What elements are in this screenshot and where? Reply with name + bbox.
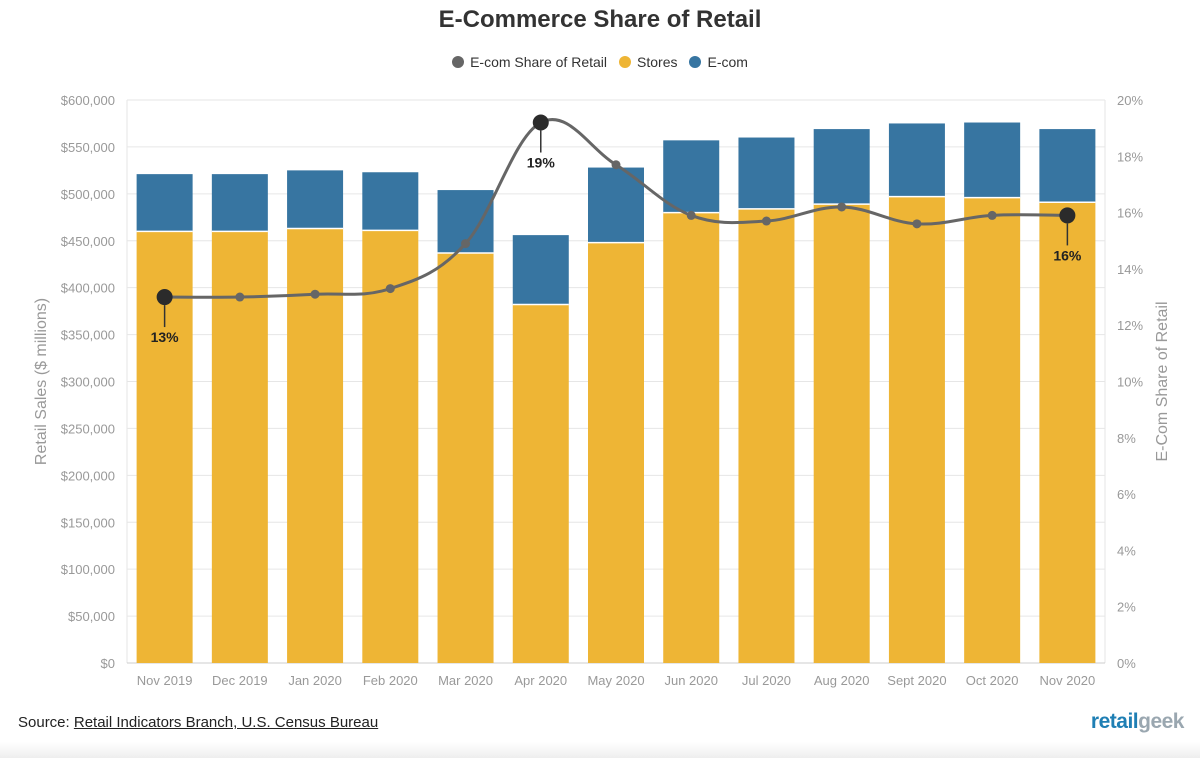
share-data-label: 16% bbox=[1053, 247, 1082, 263]
bar-stores bbox=[211, 231, 268, 663]
legend-label-ecom: E-com bbox=[707, 54, 748, 70]
share-marker bbox=[837, 202, 847, 212]
share-marker bbox=[987, 210, 997, 220]
share-marker bbox=[611, 160, 621, 170]
y-tick-label: $600,000 bbox=[61, 93, 115, 108]
y2-axis-title: E-Com Share of Retail bbox=[1154, 301, 1171, 461]
share-marker-highlight bbox=[1059, 207, 1076, 224]
legend-swatch-ecom bbox=[689, 56, 702, 68]
x-tick-label: Jun 2020 bbox=[664, 673, 718, 688]
share-marker-highlight bbox=[532, 114, 549, 131]
bar-ecom bbox=[211, 174, 268, 232]
y-tick-label: $50,000 bbox=[68, 609, 115, 624]
x-tick-label: Aug 2020 bbox=[814, 673, 870, 688]
share-marker bbox=[761, 216, 771, 226]
y-tick-label: $100,000 bbox=[61, 562, 115, 577]
y-tick-label: $200,000 bbox=[61, 468, 115, 483]
x-tick-label: Sept 2020 bbox=[887, 673, 946, 688]
x-tick-label: Nov 2020 bbox=[1040, 673, 1096, 688]
x-tick-label: Nov 2019 bbox=[137, 673, 193, 688]
bar-stores bbox=[1039, 202, 1096, 664]
y2-tick-label: 16% bbox=[1117, 206, 1143, 221]
x-tick-label: Feb 2020 bbox=[363, 673, 418, 688]
chart-plot-area: $0 $50,000 $100,000 $150,000 $200,000 $250,00… bbox=[33, 93, 1171, 688]
footer: Source: Retail Indicators Branch, U.S. C… bbox=[0, 710, 1200, 758]
x-tick-label: May 2020 bbox=[587, 673, 644, 688]
retailgeek-logo[interactable]: retailgeek bbox=[1090, 710, 1185, 734]
logo-text-retail: retail bbox=[1090, 710, 1139, 733]
share-marker bbox=[912, 219, 922, 229]
legend-label-stores: Stores bbox=[637, 54, 678, 70]
bar-ecom bbox=[136, 174, 193, 232]
bar-ecom bbox=[512, 235, 569, 305]
y2-tick-label: 20% bbox=[1117, 93, 1143, 108]
source-note: Source: Retail Indicators Branch, U.S. C… bbox=[18, 714, 378, 731]
chart-legend: E-com Share of Retail Stores E-com bbox=[0, 54, 1200, 70]
bar-stores bbox=[287, 228, 344, 663]
share-marker bbox=[461, 239, 471, 249]
y2-tick-label: 0% bbox=[1117, 656, 1136, 671]
logo-text-geek: geek bbox=[1138, 710, 1184, 733]
legend-label-share: E-com Share of Retail bbox=[470, 54, 608, 70]
legend-item-share[interactable]: E-com Share of Retail bbox=[452, 54, 607, 70]
bar-ecom bbox=[738, 137, 795, 209]
bar-ecom bbox=[663, 140, 720, 213]
y-tick-label: $500,000 bbox=[61, 187, 115, 202]
x-tick-label: Apr 2020 bbox=[514, 673, 567, 688]
bar-stores bbox=[738, 208, 795, 663]
y2-tick-label: 6% bbox=[1117, 487, 1136, 502]
bar-ecom bbox=[888, 123, 945, 197]
y-tick-label: $400,000 bbox=[61, 281, 115, 296]
share-marker bbox=[235, 292, 245, 302]
share-data-label: 19% bbox=[527, 155, 556, 171]
y-tick-label: $350,000 bbox=[61, 328, 115, 343]
y2-tick-label: 10% bbox=[1117, 375, 1143, 390]
source-prefix: Source: bbox=[18, 714, 74, 731]
share-marker bbox=[310, 289, 320, 299]
y-tick-label: $0 bbox=[101, 656, 115, 671]
x-tick-label: Jan 2020 bbox=[288, 673, 342, 688]
legend-swatch-stores bbox=[619, 56, 632, 68]
bar-ecom bbox=[1039, 129, 1096, 203]
share-data-label: 13% bbox=[151, 329, 180, 345]
y2-tick-label: 12% bbox=[1117, 318, 1143, 333]
bar-stores bbox=[512, 304, 569, 663]
bar-ecom bbox=[287, 170, 344, 229]
bar-stores bbox=[362, 230, 419, 663]
bar-stores bbox=[813, 204, 870, 663]
bar-stores bbox=[888, 196, 945, 664]
legend-item-ecom[interactable]: E-com bbox=[689, 54, 748, 70]
x-tick-label: Jul 2020 bbox=[742, 673, 791, 688]
y2-tick-label: 4% bbox=[1117, 543, 1136, 558]
y-tick-label: $150,000 bbox=[61, 515, 115, 530]
share-marker bbox=[686, 210, 696, 220]
y-tick-label: $300,000 bbox=[61, 375, 115, 390]
y-tick-label: $450,000 bbox=[61, 234, 115, 249]
legend-item-stores[interactable]: Stores bbox=[619, 54, 677, 70]
y-tick-label: $550,000 bbox=[61, 140, 115, 155]
y-axis-title: Retail Sales ($ millions) bbox=[33, 298, 50, 465]
x-tick-label: Mar 2020 bbox=[438, 673, 493, 688]
share-marker-highlight bbox=[156, 289, 173, 306]
bar-ecom bbox=[588, 167, 644, 243]
x-tick-label: Dec 2019 bbox=[212, 673, 268, 688]
bar-stores bbox=[964, 197, 1021, 663]
source-link[interactable]: Retail Indicators Branch, U.S. Census Bu… bbox=[73, 714, 379, 731]
y2-tick-label: 14% bbox=[1117, 262, 1143, 277]
bar-stores bbox=[663, 212, 720, 663]
legend-swatch-share bbox=[452, 56, 465, 68]
y-tick-label: $250,000 bbox=[61, 421, 115, 436]
chart-title: E-Commerce Share of Retail bbox=[438, 6, 762, 33]
y2-tick-label: 2% bbox=[1117, 600, 1136, 615]
bar-stores bbox=[588, 242, 644, 664]
y2-tick-label: 18% bbox=[1117, 149, 1143, 164]
y2-tick-label: 8% bbox=[1117, 431, 1136, 446]
bar-ecom bbox=[813, 129, 870, 205]
bar-ecom bbox=[362, 172, 419, 231]
footer-shade bbox=[0, 742, 1200, 758]
bar-stores bbox=[437, 252, 494, 663]
x-tick-label: Oct 2020 bbox=[966, 673, 1019, 688]
share-marker bbox=[385, 284, 395, 294]
bar-ecom bbox=[964, 122, 1021, 198]
